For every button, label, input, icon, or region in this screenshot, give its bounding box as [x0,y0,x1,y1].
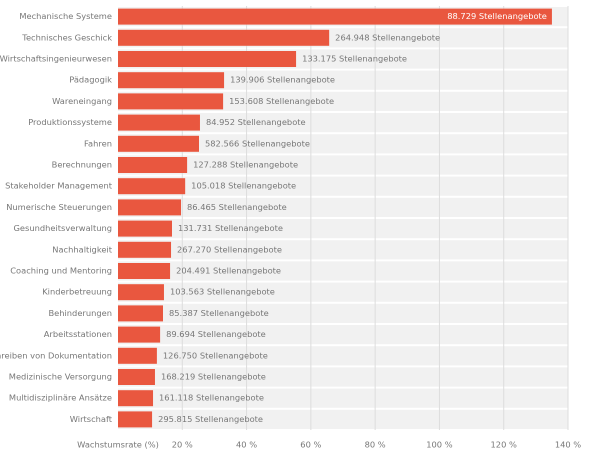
bar [118,157,188,173]
y-tick-label: Schreiben von Dokumentation [0,350,112,360]
y-tick-label: Berechnungen [52,160,112,170]
bar [118,93,224,110]
row-band [118,261,568,281]
y-tick-label: Wareneingang [52,96,112,106]
bar-annotation: 582.566 Stellenangebote [205,138,310,148]
row-band [118,346,568,366]
y-tick-label: Fahren [84,138,112,148]
row-band [118,240,568,260]
bar-annotation: 133.175 Stellenangebote [302,54,407,64]
row-band [118,197,568,217]
y-tick-label: Medizinische Versorgung [9,372,112,382]
bar [118,220,172,237]
row-band [118,409,568,429]
bar [118,114,200,131]
bar-annotation: 126.750 Stellenangebote [163,350,268,360]
bar [118,347,157,364]
y-tick-label: Nachhaltigkeit [52,244,113,254]
y-tick-label: Stakeholder Management [5,181,113,191]
bar [118,135,199,152]
x-tick-label: 60 % [300,440,321,450]
row-band [118,219,568,239]
y-tick-label: Wirtschaftsingenieurwesen [0,54,112,64]
x-tick-label: 140 % [555,440,581,450]
bar [118,8,552,25]
x-tick-label: 20 % [172,440,193,450]
y-tick-label: Behinderungen [48,308,112,318]
bar-annotation: 89.694 Stellenangebote [166,329,266,339]
bar [118,369,155,385]
bar [118,326,161,343]
row-band [118,155,568,175]
x-tick-label: 80 % [365,440,386,450]
bar-annotation: 295.815 Stellenangebote [158,414,263,424]
y-tick-label: Pädagogik [69,75,112,85]
bar [118,263,171,279]
bar-annotation: 168.219 Stellenangebote [161,372,266,382]
bar-annotation: 161.118 Stellenangebote [159,393,264,403]
x-tick-label: 120 % [491,440,517,450]
x-tick-label: 40 % [236,440,257,450]
row-band [118,303,568,323]
y-tick-label: Produktionssysteme [28,117,112,127]
bar [118,241,172,258]
bar-annotation: 105.018 Stellenangebote [191,181,296,191]
y-tick-label: Numerische Steuerungen [6,202,112,212]
bar [118,411,153,428]
y-tick-label: Gesundheitsverwaltung [13,223,112,233]
bar [118,199,181,216]
bar [118,29,330,46]
bar-annotation: 85.387 Stellenangebote [169,308,269,318]
row-band [118,388,568,408]
bar [118,72,225,89]
x-tick-label: 100 % [426,440,452,450]
y-tick-label: Mechanische Systeme [19,11,112,21]
row-band [118,91,568,111]
bar-annotation: 204.491 Stellenangebote [176,266,281,276]
y-tick-label: Multidisziplinäre Ansätze [9,393,112,403]
bar-annotation: 264.948 Stellenangebote [335,32,440,42]
row-band [118,325,568,345]
y-tick-label: Kinderbetreuung [42,287,112,297]
y-tick-label: Arbeitsstationen [44,329,112,339]
row-band [118,134,568,154]
bar-annotation: 103.563 Stellenangebote [170,287,275,297]
bar [118,51,297,67]
y-tick-label: Coaching und Mentoring [10,266,112,276]
bar [118,305,163,322]
row-band [118,113,568,133]
row-band [118,70,568,90]
bar-annotation: 139.906 Stellenangebote [230,75,335,85]
bar-annotation: 127.288 Stellenangebote [193,160,298,170]
row-band [118,176,568,196]
y-tick-label: Wirtschaft [70,414,113,424]
row-band [118,282,568,302]
bar-annotation: 88.729 Stellenangebote [447,11,547,21]
bar-annotation: 84.952 Stellenangebote [206,117,306,127]
x-axis-label: Wachstumsrate (%) [77,440,159,450]
bar [118,284,164,301]
row-band [118,367,568,387]
bar [118,178,186,195]
y-tick-label: Technisches Geschick [21,32,112,42]
bar-annotation: 153.608 Stellenangebote [229,96,334,106]
bar-annotation: 86.465 Stellenangebote [187,202,287,212]
bar-annotation: 131.731 Stellenangebote [178,223,283,233]
bar-annotation: 267.270 Stellenangebote [177,244,282,254]
bar [118,390,154,407]
